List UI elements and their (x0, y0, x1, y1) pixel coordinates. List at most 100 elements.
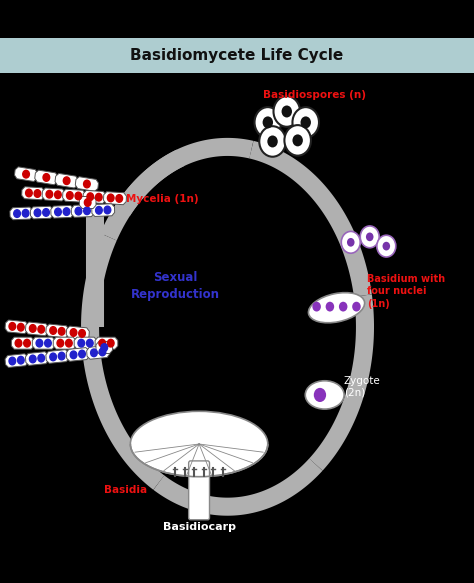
Bar (0, 38, 474, 73)
Circle shape (91, 349, 97, 357)
Circle shape (377, 235, 396, 257)
Ellipse shape (309, 293, 365, 323)
Circle shape (66, 192, 73, 199)
Circle shape (55, 208, 61, 216)
Circle shape (99, 339, 106, 347)
Circle shape (9, 322, 16, 330)
Circle shape (15, 339, 22, 347)
Polygon shape (87, 346, 109, 359)
Circle shape (24, 339, 30, 347)
Polygon shape (71, 205, 94, 217)
Circle shape (58, 328, 65, 335)
Circle shape (116, 195, 123, 202)
Polygon shape (96, 342, 112, 353)
Circle shape (108, 194, 114, 202)
Circle shape (104, 206, 111, 214)
Circle shape (314, 388, 326, 402)
Circle shape (84, 207, 91, 215)
Polygon shape (55, 173, 78, 188)
Circle shape (75, 192, 82, 200)
Polygon shape (75, 177, 99, 191)
Circle shape (29, 355, 36, 363)
Circle shape (312, 302, 321, 311)
Circle shape (36, 339, 43, 347)
Circle shape (46, 191, 53, 198)
Circle shape (352, 302, 361, 311)
Circle shape (96, 206, 102, 214)
Circle shape (341, 231, 360, 253)
Circle shape (43, 209, 49, 216)
Circle shape (84, 199, 91, 206)
Polygon shape (30, 206, 53, 219)
Text: Mycelia (1n): Mycelia (1n) (126, 194, 198, 203)
Polygon shape (46, 324, 69, 338)
Polygon shape (66, 326, 89, 340)
Circle shape (284, 125, 311, 156)
Circle shape (9, 357, 16, 365)
Circle shape (87, 193, 93, 201)
Circle shape (70, 329, 77, 336)
Circle shape (255, 107, 281, 138)
Polygon shape (15, 167, 37, 181)
Circle shape (29, 325, 36, 332)
Text: Basidiocarp: Basidiocarp (163, 522, 236, 532)
Polygon shape (42, 188, 65, 201)
Circle shape (55, 191, 61, 199)
Circle shape (75, 208, 82, 215)
Polygon shape (92, 204, 115, 216)
Circle shape (45, 339, 51, 347)
Polygon shape (63, 189, 86, 202)
Circle shape (101, 344, 108, 352)
Polygon shape (66, 347, 89, 361)
Circle shape (263, 117, 273, 128)
Circle shape (78, 339, 84, 347)
Circle shape (339, 302, 347, 311)
Circle shape (34, 189, 41, 197)
Polygon shape (83, 191, 106, 203)
Polygon shape (74, 337, 97, 349)
Polygon shape (103, 192, 127, 205)
Circle shape (64, 177, 70, 185)
Circle shape (282, 106, 292, 118)
Polygon shape (5, 320, 28, 333)
Circle shape (347, 238, 355, 247)
Polygon shape (22, 187, 45, 200)
Ellipse shape (130, 411, 268, 477)
Circle shape (63, 208, 70, 216)
Circle shape (38, 325, 45, 333)
Circle shape (34, 209, 41, 216)
Circle shape (50, 326, 56, 334)
Polygon shape (79, 196, 96, 209)
Circle shape (14, 210, 20, 217)
Circle shape (366, 233, 374, 241)
Circle shape (58, 352, 65, 360)
Circle shape (360, 226, 379, 248)
Circle shape (326, 302, 334, 311)
Circle shape (65, 339, 72, 347)
Polygon shape (53, 337, 76, 349)
Ellipse shape (305, 381, 344, 409)
Polygon shape (46, 350, 69, 363)
Text: Basidiospores (n): Basidiospores (n) (263, 90, 366, 100)
Polygon shape (5, 354, 28, 367)
Circle shape (99, 348, 106, 356)
Circle shape (292, 107, 319, 138)
Circle shape (267, 135, 278, 147)
Circle shape (38, 354, 45, 362)
Circle shape (301, 117, 311, 128)
Polygon shape (32, 337, 55, 349)
Polygon shape (11, 337, 34, 349)
Circle shape (273, 96, 300, 127)
Circle shape (292, 134, 303, 146)
Circle shape (79, 350, 85, 358)
Text: Basidium with
four nuclei
(1n): Basidium with four nuclei (1n) (367, 274, 446, 309)
Circle shape (18, 356, 24, 364)
Circle shape (95, 194, 102, 201)
Circle shape (50, 353, 56, 361)
Circle shape (57, 339, 64, 347)
Circle shape (383, 242, 390, 251)
Circle shape (86, 339, 93, 347)
Polygon shape (95, 337, 118, 349)
Text: Basidiomycete Life Cycle: Basidiomycete Life Cycle (130, 48, 344, 64)
Text: Basidia: Basidia (104, 485, 147, 495)
